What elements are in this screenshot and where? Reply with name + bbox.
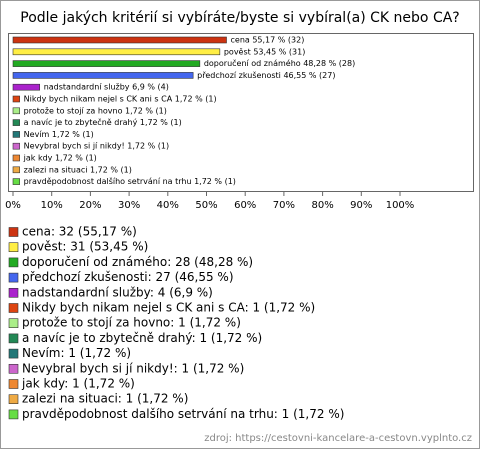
bar <box>12 95 20 103</box>
bar <box>12 36 227 44</box>
legend-swatch <box>8 303 19 313</box>
bar-label: pravděpodobnost dalšího setrvání na trhu… <box>24 176 236 186</box>
x-tick-label: 30% <box>118 200 140 211</box>
bar <box>12 107 20 115</box>
x-tick-label: 20% <box>79 200 101 211</box>
source: zdroj: https://cestovni-kancelare-a-cest… <box>204 433 472 444</box>
legend-label: doporučení od známého: 28 (48,28 %) <box>22 255 253 269</box>
chart-title: Podle jakých kritérií si vybíráte/byste … <box>20 10 459 26</box>
legend-swatch <box>8 242 19 252</box>
legend-label: zalezi na situaci: 1 (1,72 %) <box>22 392 188 406</box>
bar-label: cena 55,17 % (32) <box>231 36 305 45</box>
bar-label: Nevybral bych si jí nikdy! 1,72 % (1) <box>24 142 169 151</box>
legend-swatch <box>8 409 19 420</box>
legend-label: Nikdy bych nikam nejel s CK ani s CA: 1 … <box>22 301 315 315</box>
legend-label: předchozí zkušenosti: 27 (46,55 %) <box>22 270 234 284</box>
x-tick-label: 50% <box>195 200 217 211</box>
x-tick-label: 40% <box>157 200 179 211</box>
legend-label: pravděpodobnost dalšího setrvání na trhu… <box>22 407 344 421</box>
bar-label: pověst 53,45 % (31) <box>224 47 306 56</box>
x-tick-label: 60% <box>234 200 256 211</box>
bar-label: Nikdy bych nikam nejel s CK ani s CA 1,7… <box>24 95 217 104</box>
bar <box>12 48 221 56</box>
legend-swatch <box>8 363 19 374</box>
x-tick-label: 80% <box>311 200 333 211</box>
bar-label: a navíc je to zbytečně drahý 1,72 % (1) <box>24 117 182 127</box>
bar-label: předchozí zkušenosti 46,55 % (27) <box>197 70 335 80</box>
bar-label: Nevím 1,72 % (1) <box>24 130 94 139</box>
legend-label: pověst: 31 (53,45 %) <box>22 240 148 254</box>
bar-label: jak kdy 1,72 % (1) <box>23 154 97 163</box>
bar <box>12 131 20 138</box>
bar <box>12 142 20 150</box>
legend-swatch <box>8 333 19 344</box>
legend-swatch <box>8 287 19 298</box>
legend-swatch <box>8 318 19 329</box>
bar <box>12 60 201 67</box>
bar <box>12 119 20 126</box>
legend-label: nadstandardní služby: 4 (6,9 %) <box>22 285 213 299</box>
bar <box>12 154 20 162</box>
x-tick-label: 70% <box>273 200 295 211</box>
bar-label: doporučení od známého 48,28 % (28) <box>204 58 355 68</box>
x-tick-label: 90% <box>350 200 372 211</box>
bar <box>12 178 20 185</box>
bar-label: nadstandardní služby 6,9 % (4) <box>44 83 169 92</box>
x-tick-label: 100% <box>386 200 415 211</box>
bar <box>12 72 194 79</box>
legend-label: a navíc je to zbytečně drahý: 1 (1,72 %) <box>22 331 262 345</box>
legend-swatch <box>8 394 19 405</box>
bar-label: protože to stojí za hovno 1,72 % (1) <box>24 106 167 115</box>
legend-swatch <box>8 379 19 389</box>
legend-swatch <box>8 272 19 283</box>
legend-swatch <box>8 227 19 237</box>
legend-label: cena: 32 (55,17 %) <box>22 225 137 239</box>
legend-label: protože to stojí za hovno: 1 (1,72 %) <box>22 316 241 330</box>
legend-label: Nevím: 1 (1,72 %) <box>22 346 131 360</box>
bar <box>12 83 41 91</box>
legend-swatch <box>8 348 19 359</box>
x-tick-label: 10% <box>41 200 63 211</box>
legend-label: jak kdy: 1 (1,72 %) <box>21 377 135 391</box>
legend-label: Nevybral bych si jí nikdy!: 1 (1,72 %) <box>22 361 244 375</box>
x-tick-label: 0% <box>5 200 21 211</box>
bar <box>12 166 20 174</box>
legend-swatch <box>8 257 19 268</box>
bar-label: zalezi na situaci 1,72 % (1) <box>24 165 132 174</box>
plot-frame <box>8 33 474 192</box>
